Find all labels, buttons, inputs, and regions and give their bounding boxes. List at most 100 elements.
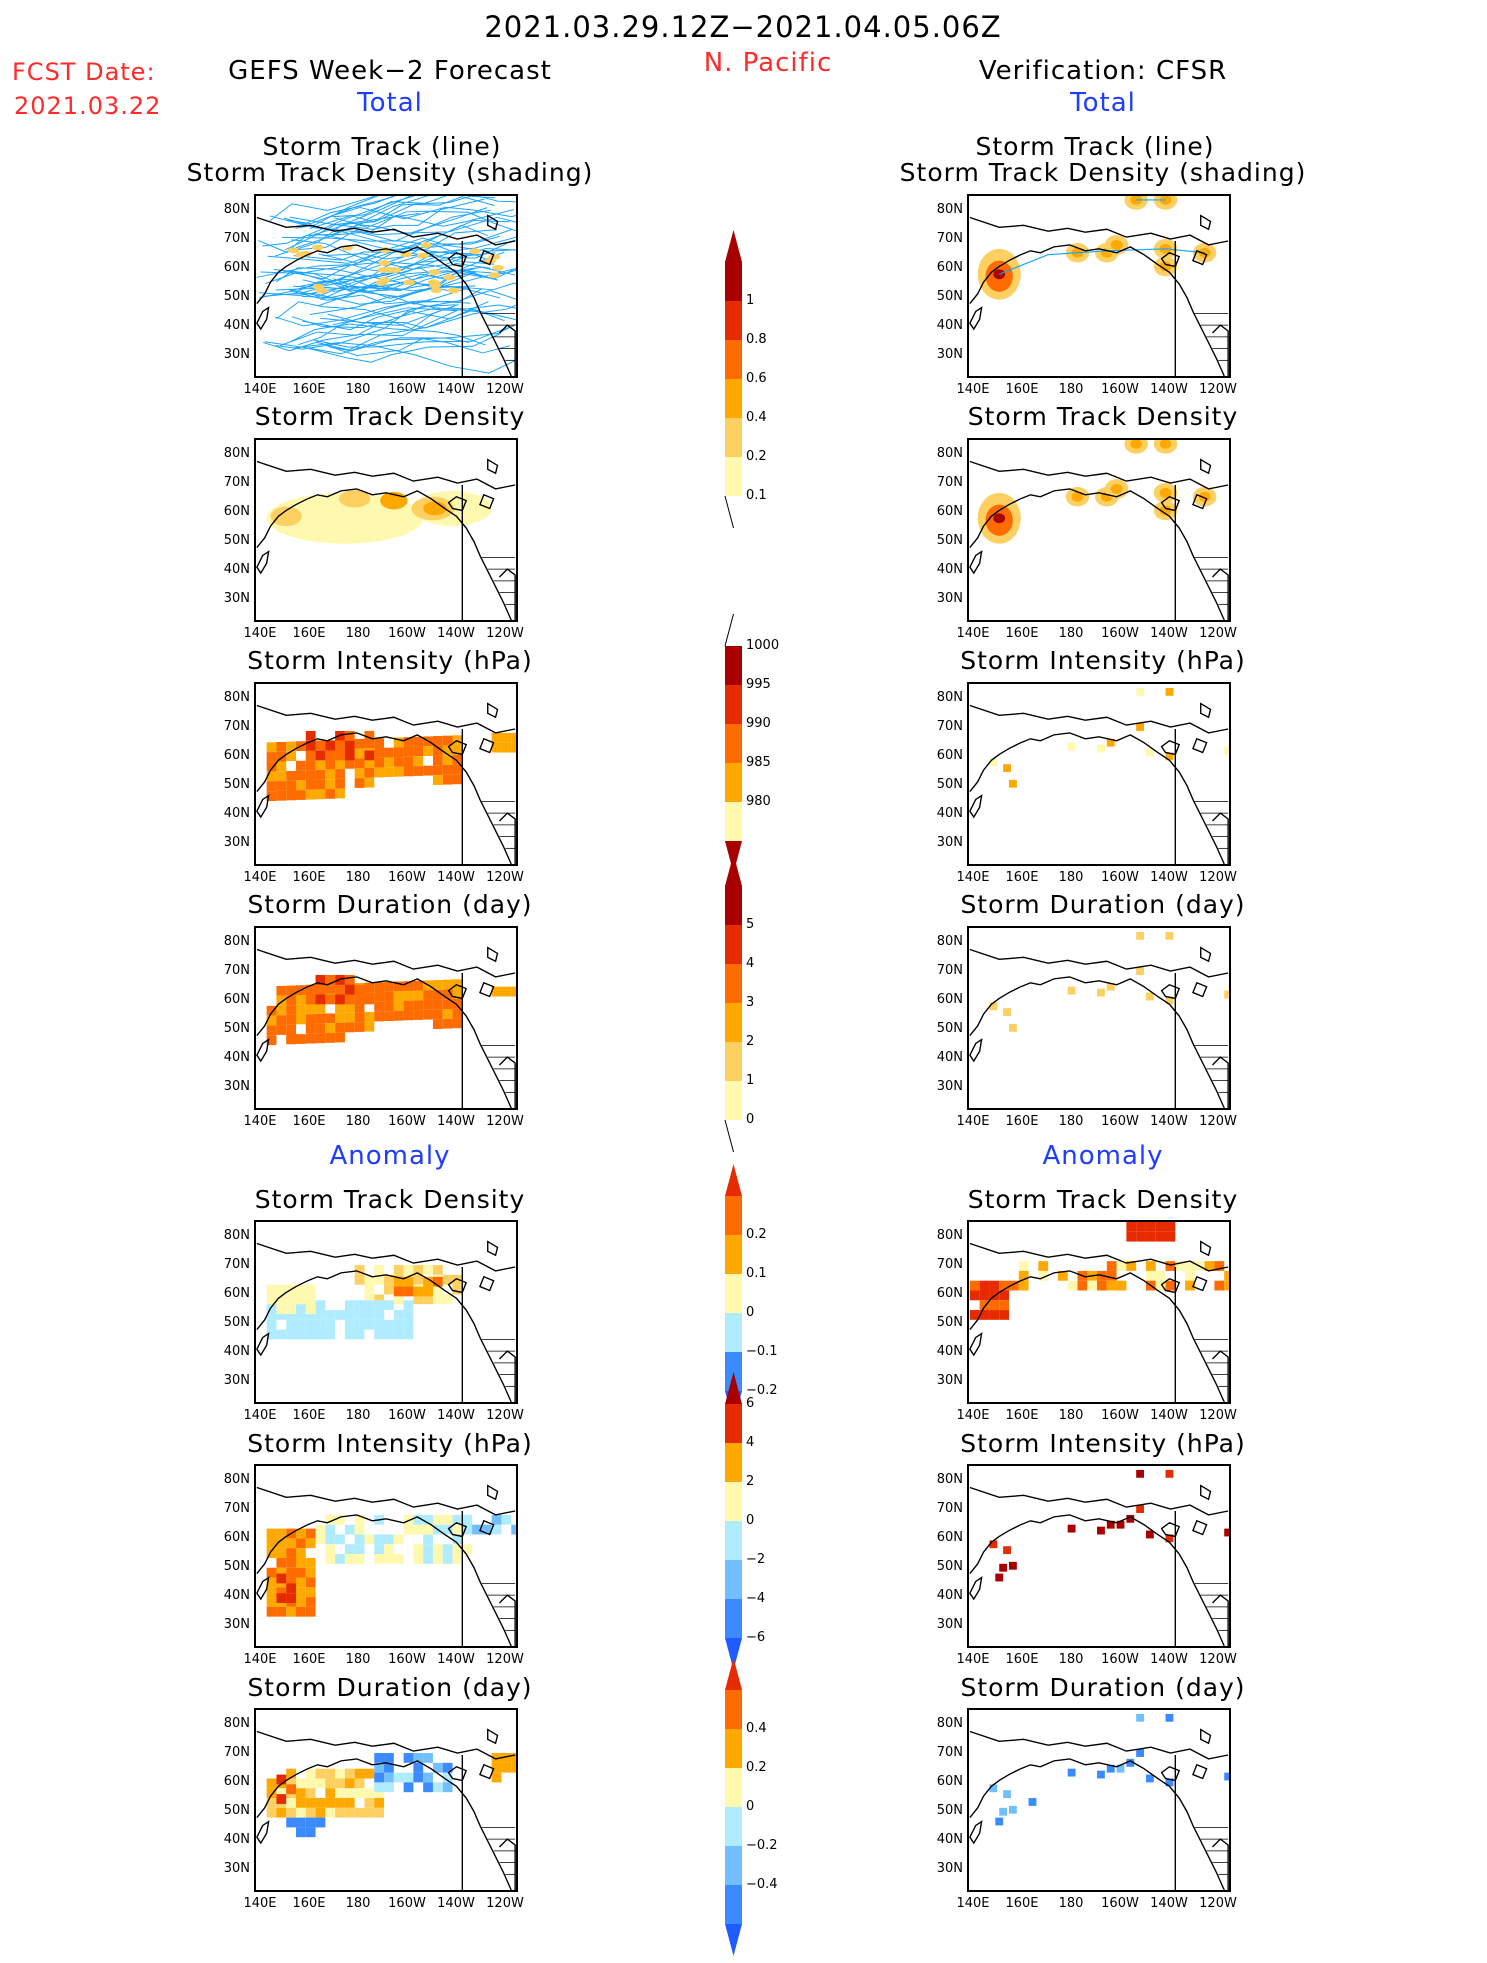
coastline-1 (969, 244, 1225, 376)
storm-track-line (302, 289, 516, 331)
grid-cell (1165, 1280, 1176, 1291)
storm-track-line (274, 288, 483, 327)
coastline-4 (1192, 981, 1208, 998)
lon-tick-label: 160E (292, 870, 326, 885)
grid-cell (325, 974, 336, 985)
grid-cell (511, 742, 516, 753)
storm-track-line (322, 236, 516, 260)
grid-cell (432, 745, 443, 756)
cbar-anom-duration (705, 1655, 765, 1963)
grid-cell (462, 1524, 473, 1535)
grid-cell (413, 1000, 424, 1011)
grid-cell (266, 791, 277, 802)
grid-cell (374, 757, 385, 768)
lon-tick-label: 140E (243, 382, 277, 397)
grid-cell (305, 1023, 316, 1034)
coastline-4 (479, 981, 495, 998)
grid-cell (1097, 1770, 1105, 1779)
grid-cell (276, 1284, 287, 1295)
grid-cell (384, 1534, 394, 1545)
grid-cell (325, 1319, 336, 1330)
coastline-3 (447, 495, 468, 512)
colorbar-level-label: 2 (746, 1474, 755, 1489)
coastline-0 (969, 460, 1229, 490)
grid-cell (276, 1025, 287, 1035)
grid-cell (296, 1788, 306, 1799)
cfsr-map-panel-1 (967, 194, 1231, 378)
grid-cell (354, 758, 365, 769)
grid-cell (1224, 990, 1229, 999)
grid-cell (1165, 1231, 1176, 1242)
left-p4-title: Storm Duration (day) (247, 890, 533, 919)
cfsr-map-panel-2 (967, 438, 1231, 622)
grid-cell (413, 1753, 424, 1763)
grid-cell (1145, 1530, 1154, 1539)
lat-tick-label: 50N (223, 1803, 250, 1818)
storm-track-line (332, 196, 516, 218)
grid-cell (501, 986, 512, 997)
grid-cell (305, 1778, 316, 1789)
coastline-5 (487, 702, 499, 719)
grid-cell (266, 1310, 277, 1320)
coastline-5 (1200, 1240, 1212, 1257)
coastline-5 (487, 1240, 499, 1257)
colorbar-arrow-top (725, 230, 742, 262)
coastline-5 (487, 1484, 499, 1501)
grid-cell (403, 1772, 414, 1783)
coastline-1 (256, 244, 512, 376)
coastline-3 (1160, 1277, 1181, 1294)
coastline-2 (969, 794, 983, 819)
lon-tick-label: 140W (1150, 870, 1188, 885)
coastline-4 (479, 1763, 495, 1780)
storm-track-line (317, 268, 516, 307)
lon-tick-label: 120W (486, 1408, 524, 1423)
grid-cell (364, 1284, 375, 1295)
grid-cell (452, 1544, 463, 1555)
storm-track-line (294, 207, 488, 251)
grid-cell (1136, 723, 1144, 731)
grid-cell (286, 780, 296, 791)
grid-cell (413, 1286, 424, 1297)
grid-cell (344, 1319, 355, 1330)
lon-tick-label: 160W (1101, 626, 1139, 641)
lon-tick-label: 160W (388, 1114, 426, 1129)
coastline-3 (447, 1765, 468, 1782)
lon-tick-label: 160E (292, 1896, 326, 1911)
coastline-1 (969, 488, 1225, 620)
storm-track-line (321, 267, 516, 299)
grid-cell (403, 1010, 414, 1021)
colorbar-segment (725, 1807, 742, 1846)
coastline-2 (256, 1576, 270, 1601)
grid-cell (344, 740, 355, 751)
density-shading (428, 269, 441, 276)
grid-cell (452, 1008, 463, 1019)
lat-tick-label: 60N (223, 260, 250, 275)
grid-cell (296, 1606, 306, 1617)
grid-cell (403, 766, 414, 777)
grid-cell (452, 979, 463, 990)
right-p7-title: Storm Duration (day) (960, 1673, 1246, 1702)
grid-cell (296, 1577, 306, 1588)
grid-cell (325, 1033, 336, 1043)
grid-cell (1067, 986, 1076, 995)
lon-tick-label: 140E (243, 870, 277, 885)
lat-tick-label: 40N (223, 1050, 250, 1065)
lat-tick-label: 50N (223, 1559, 250, 1574)
coastline-3 (447, 983, 468, 1000)
grid-cell (354, 1554, 365, 1564)
grid-cell (1165, 1713, 1174, 1722)
grid-cell (296, 1284, 306, 1295)
coastline-0 (256, 948, 516, 978)
lat-tick-label: 40N (223, 562, 250, 577)
grid-cell (344, 758, 355, 769)
grid-cell (1155, 1270, 1166, 1281)
grid-cell (325, 740, 336, 751)
grid-cell (1185, 1270, 1195, 1281)
grid-cell (452, 735, 463, 746)
grid-cell (305, 730, 316, 741)
colorbar-segment (725, 1235, 742, 1274)
lat-tick-label: 40N (223, 1588, 250, 1603)
grid-cell (403, 1286, 414, 1297)
lat-tick-label: 70N (223, 719, 250, 734)
lon-tick-label: 120W (1199, 1408, 1237, 1423)
